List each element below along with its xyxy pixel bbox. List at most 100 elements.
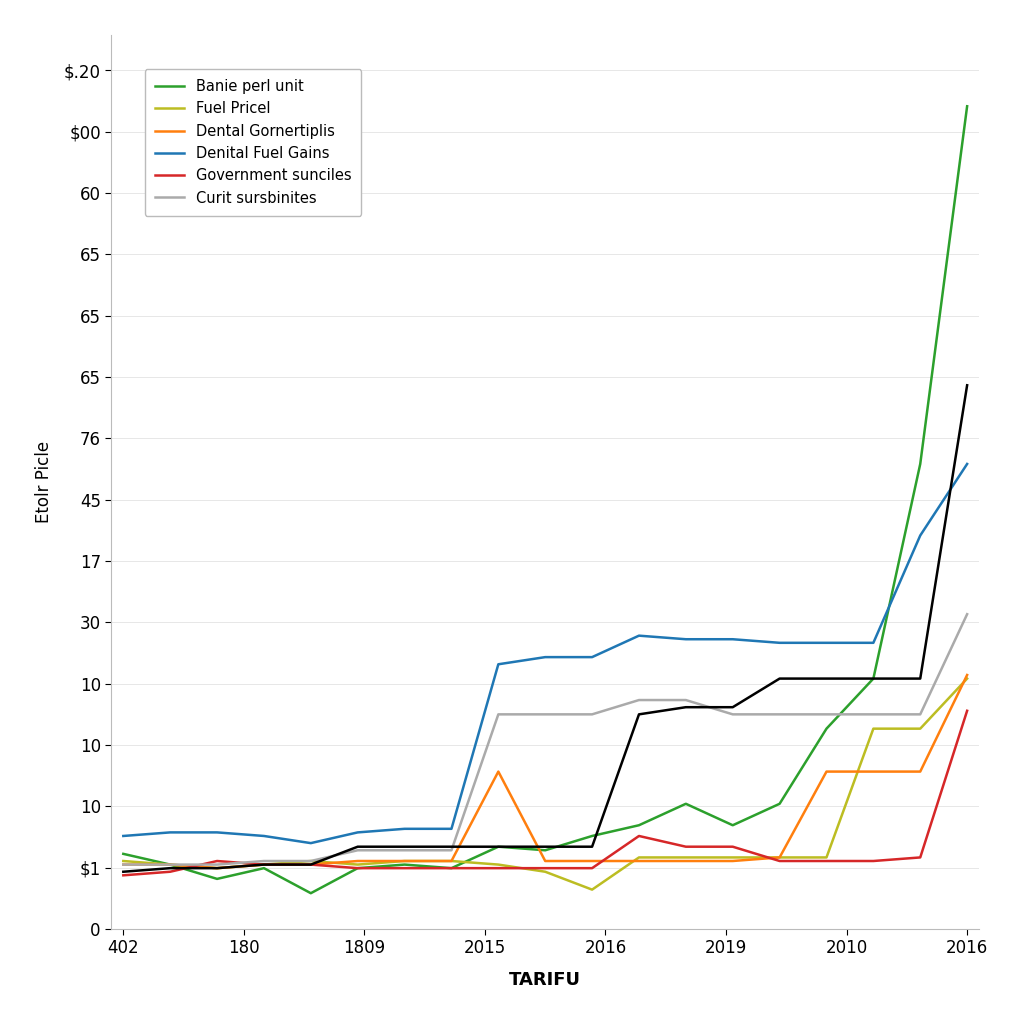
Banie perl unit xyxy=(867,673,880,685)
Banie perl unit xyxy=(680,798,692,810)
Denital Fuel Gains xyxy=(305,837,317,849)
Denital Fuel Gains xyxy=(633,630,645,642)
Line: Denital Fuel Gains: Denital Fuel Gains xyxy=(123,464,967,843)
Government sunciles xyxy=(117,869,129,882)
Denital Fuel Gains xyxy=(727,633,739,645)
Banie perl unit xyxy=(258,862,270,874)
Fuel Pricel xyxy=(305,855,317,867)
Denital Fuel Gains xyxy=(586,651,598,664)
Line: Government sunciles: Government sunciles xyxy=(123,711,967,876)
Curit sursbinites xyxy=(445,844,458,856)
Dental Gornertiplis xyxy=(961,669,973,681)
Banie perl unit xyxy=(164,858,176,870)
Curit sursbinites xyxy=(633,694,645,707)
Banie perl unit xyxy=(351,862,364,874)
Dental Gornertiplis xyxy=(305,858,317,870)
Banie perl unit xyxy=(493,841,505,853)
Denital Fuel Gains xyxy=(539,651,551,664)
Government sunciles xyxy=(258,858,270,870)
Dental Gornertiplis xyxy=(586,855,598,867)
Banie perl unit xyxy=(820,723,833,735)
Dental Gornertiplis xyxy=(680,855,692,867)
Fuel Pricel xyxy=(258,858,270,870)
Government sunciles xyxy=(773,855,785,867)
Dental Gornertiplis xyxy=(445,855,458,867)
Curit sursbinites xyxy=(164,858,176,870)
Fuel Pricel xyxy=(539,865,551,878)
Fuel Pricel xyxy=(586,884,598,896)
Denital Fuel Gains xyxy=(914,529,927,542)
Denital Fuel Gains xyxy=(211,826,223,839)
Denital Fuel Gains xyxy=(820,637,833,649)
Government sunciles xyxy=(351,862,364,874)
Government sunciles xyxy=(633,829,645,842)
Curit sursbinites xyxy=(539,709,551,721)
Dental Gornertiplis xyxy=(164,858,176,870)
Government sunciles xyxy=(867,855,880,867)
Fuel Pricel xyxy=(164,858,176,870)
Banie perl unit xyxy=(773,798,785,810)
Curit sursbinites xyxy=(820,709,833,721)
Denital Fuel Gains xyxy=(445,822,458,835)
Dental Gornertiplis xyxy=(398,855,411,867)
Denital Fuel Gains xyxy=(351,826,364,839)
Y-axis label: Etolr Picle: Etolr Picle xyxy=(35,440,52,523)
Curit sursbinites xyxy=(773,709,785,721)
Banie perl unit xyxy=(398,858,411,870)
Banie perl unit xyxy=(961,100,973,113)
Dental Gornertiplis xyxy=(914,766,927,778)
Fuel Pricel xyxy=(398,855,411,867)
Banie perl unit xyxy=(117,848,129,860)
Dental Gornertiplis xyxy=(211,862,223,874)
Fuel Pricel xyxy=(445,855,458,867)
Curit sursbinites xyxy=(867,709,880,721)
Dental Gornertiplis xyxy=(117,858,129,870)
Fuel Pricel xyxy=(493,858,505,870)
Dental Gornertiplis xyxy=(258,858,270,870)
Line: Fuel Pricel: Fuel Pricel xyxy=(123,679,967,890)
Dental Gornertiplis xyxy=(633,855,645,867)
Banie perl unit xyxy=(305,887,317,899)
Government sunciles xyxy=(211,855,223,867)
Curit sursbinites xyxy=(680,694,692,707)
Fuel Pricel xyxy=(914,723,927,735)
Legend: Banie perl unit, Fuel Pricel, Dental Gornertiplis, Denital Fuel Gains, Governmen: Banie perl unit, Fuel Pricel, Dental Gor… xyxy=(144,69,361,216)
Fuel Pricel xyxy=(820,851,833,863)
Curit sursbinites xyxy=(351,844,364,856)
Fuel Pricel xyxy=(117,855,129,867)
Government sunciles xyxy=(445,862,458,874)
Banie perl unit xyxy=(539,844,551,856)
Denital Fuel Gains xyxy=(773,637,785,649)
Fuel Pricel xyxy=(867,723,880,735)
Banie perl unit xyxy=(586,829,598,842)
Curit sursbinites xyxy=(961,608,973,621)
Government sunciles xyxy=(398,862,411,874)
Denital Fuel Gains xyxy=(493,658,505,671)
Government sunciles xyxy=(305,858,317,870)
Curit sursbinites xyxy=(398,844,411,856)
Banie perl unit xyxy=(445,862,458,874)
Denital Fuel Gains xyxy=(117,829,129,842)
Denital Fuel Gains xyxy=(680,633,692,645)
Dental Gornertiplis xyxy=(727,855,739,867)
Government sunciles xyxy=(914,851,927,863)
Banie perl unit xyxy=(914,458,927,470)
Government sunciles xyxy=(961,705,973,717)
Fuel Pricel xyxy=(633,851,645,863)
Curit sursbinites xyxy=(586,709,598,721)
Dental Gornertiplis xyxy=(539,855,551,867)
Curit sursbinites xyxy=(117,858,129,870)
Government sunciles xyxy=(680,841,692,853)
Fuel Pricel xyxy=(680,851,692,863)
X-axis label: TARIFU: TARIFU xyxy=(509,972,582,989)
Banie perl unit xyxy=(727,819,739,831)
Curit sursbinites xyxy=(211,858,223,870)
Government sunciles xyxy=(727,841,739,853)
Curit sursbinites xyxy=(305,855,317,867)
Government sunciles xyxy=(820,855,833,867)
Denital Fuel Gains xyxy=(961,458,973,470)
Dental Gornertiplis xyxy=(867,766,880,778)
Denital Fuel Gains xyxy=(164,826,176,839)
Fuel Pricel xyxy=(961,673,973,685)
Government sunciles xyxy=(586,862,598,874)
